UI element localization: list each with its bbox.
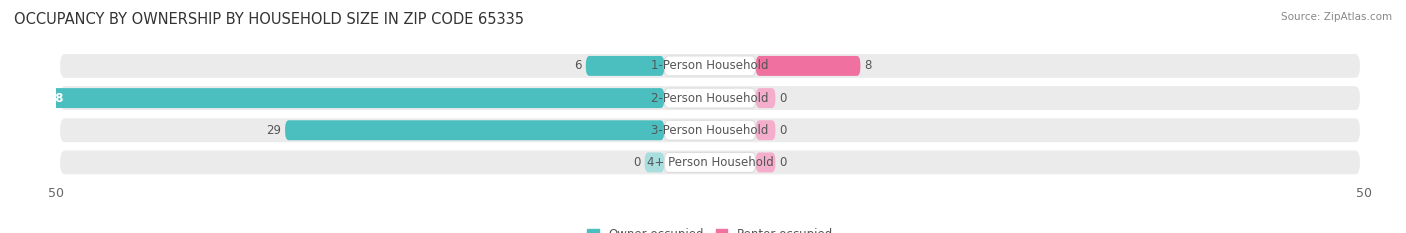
FancyBboxPatch shape <box>664 120 756 140</box>
Text: 1-Person Household: 1-Person Household <box>651 59 769 72</box>
Text: 48: 48 <box>46 92 63 105</box>
FancyBboxPatch shape <box>756 88 776 108</box>
Text: 3-Person Household: 3-Person Household <box>651 124 769 137</box>
Text: Source: ZipAtlas.com: Source: ZipAtlas.com <box>1281 12 1392 22</box>
FancyBboxPatch shape <box>664 88 756 108</box>
FancyBboxPatch shape <box>37 88 664 108</box>
Text: 4+ Person Household: 4+ Person Household <box>647 156 773 169</box>
FancyBboxPatch shape <box>644 152 664 172</box>
Text: 0: 0 <box>779 124 787 137</box>
FancyBboxPatch shape <box>60 54 1360 78</box>
Text: 0: 0 <box>779 92 787 105</box>
FancyBboxPatch shape <box>60 151 1360 174</box>
FancyBboxPatch shape <box>756 152 776 172</box>
FancyBboxPatch shape <box>756 56 860 76</box>
Text: OCCUPANCY BY OWNERSHIP BY HOUSEHOLD SIZE IN ZIP CODE 65335: OCCUPANCY BY OWNERSHIP BY HOUSEHOLD SIZE… <box>14 12 524 27</box>
FancyBboxPatch shape <box>586 56 664 76</box>
Text: 8: 8 <box>865 59 872 72</box>
FancyBboxPatch shape <box>60 86 1360 110</box>
FancyBboxPatch shape <box>664 152 756 172</box>
FancyBboxPatch shape <box>285 120 664 140</box>
Text: 0: 0 <box>779 156 787 169</box>
Legend: Owner-occupied, Renter-occupied: Owner-occupied, Renter-occupied <box>582 224 838 233</box>
Text: 2-Person Household: 2-Person Household <box>651 92 769 105</box>
Text: 0: 0 <box>633 156 641 169</box>
FancyBboxPatch shape <box>60 118 1360 142</box>
Text: 6: 6 <box>575 59 582 72</box>
FancyBboxPatch shape <box>756 120 776 140</box>
Text: 29: 29 <box>266 124 281 137</box>
FancyBboxPatch shape <box>664 56 756 76</box>
